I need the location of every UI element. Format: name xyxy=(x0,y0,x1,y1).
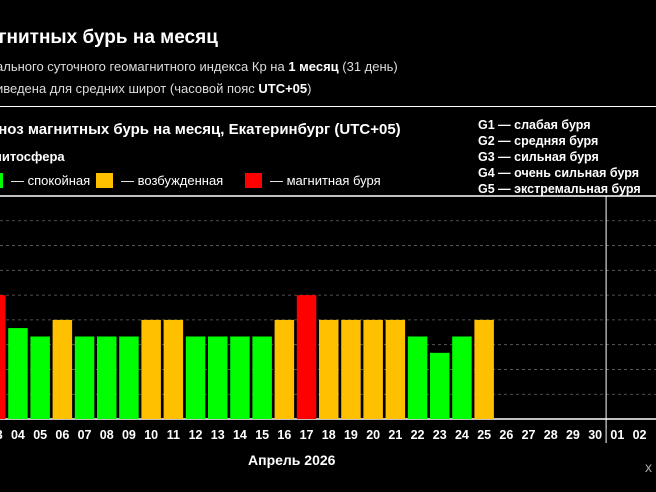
tick-label-25: 25 xyxy=(477,428,491,442)
legend-storm-swatch xyxy=(245,173,262,188)
storm-scale-legend: G1 — слабая буря G2 — средняя буря G3 — … xyxy=(478,117,641,197)
tick-label-11: 11 xyxy=(167,428,180,442)
tick-label-13: 13 xyxy=(211,428,225,442)
legend-storm-label: — магнитная буря xyxy=(270,173,381,188)
bar-17 xyxy=(296,295,317,419)
bar-23 xyxy=(430,352,450,419)
bar-09 xyxy=(119,336,139,419)
x-axis-label: Апрель 2026 xyxy=(248,452,336,468)
bar-20 xyxy=(363,319,383,419)
bar-18 xyxy=(319,319,339,419)
tick-label-24: 24 xyxy=(455,428,469,442)
bar-12 xyxy=(185,336,206,419)
legend-quiet-label: — спокойная xyxy=(11,173,91,188)
bar-24 xyxy=(452,336,472,419)
bar-16 xyxy=(274,319,295,419)
tick-label-12: 12 xyxy=(189,428,203,442)
page-title: агнитных бурь на месяц xyxy=(0,27,218,48)
tick-label-27: 27 xyxy=(522,428,536,442)
tick-label-17: 17 xyxy=(300,428,314,442)
subtitle: ального суточного геомагнитного индекса … xyxy=(0,59,398,74)
bar-15 xyxy=(252,336,272,419)
bar-21 xyxy=(385,319,406,419)
storm-scale-g1: G1 — слабая буря xyxy=(478,118,591,132)
tick-label-16: 16 xyxy=(277,428,291,442)
tick-label-22: 22 xyxy=(411,428,425,442)
bar-03 xyxy=(0,295,6,419)
bar-04 xyxy=(8,328,28,419)
bar-14 xyxy=(230,336,250,419)
legend-quiet-swatch xyxy=(0,173,3,188)
tick-label-28: 28 xyxy=(544,428,558,442)
bar-06 xyxy=(52,319,73,419)
watermark: x xyxy=(645,459,652,475)
bar-05 xyxy=(30,336,50,419)
legend-active: — возбужденная xyxy=(96,173,223,188)
tick-label-29: 29 xyxy=(566,428,580,442)
tick-label-14: 14 xyxy=(233,428,247,442)
bar-10 xyxy=(141,319,161,419)
storm-scale-g2: G2 — средняя буря xyxy=(478,134,599,148)
bar-11 xyxy=(163,319,184,419)
legend-active-label: — возбужденная xyxy=(121,173,224,188)
timezone-note: иведена для средних широт (часовой пояс … xyxy=(0,81,312,96)
legend-active-swatch xyxy=(96,173,113,188)
magnetosphere-label: нитосфера xyxy=(0,149,65,164)
tick-label-15: 15 xyxy=(255,428,269,442)
legend-quiet: — спокойная xyxy=(0,173,90,188)
bar-07 xyxy=(74,336,95,419)
tick-label-03: 03 xyxy=(0,428,3,442)
bar-13 xyxy=(208,336,228,419)
tick-label-23: 23 xyxy=(433,428,447,442)
bar-19 xyxy=(341,319,361,419)
tick-label-01: 01 xyxy=(610,428,624,442)
tick-label-05: 05 xyxy=(33,428,47,442)
tick-label-30: 30 xyxy=(588,428,602,442)
bar-08 xyxy=(97,336,117,419)
bar-22 xyxy=(407,336,428,419)
chart-title: гноз магнитных бурь на месяц, Екатеринбу… xyxy=(0,121,401,138)
tick-label-10: 10 xyxy=(144,428,158,442)
bar-25 xyxy=(474,319,494,419)
tick-label-08: 08 xyxy=(100,428,114,442)
tick-label-19: 19 xyxy=(344,428,358,442)
tick-label-09: 09 xyxy=(122,428,136,442)
tick-label-20: 20 xyxy=(366,428,380,442)
storm-scale-g3: G3 — сильная буря xyxy=(478,150,599,164)
tick-label-26: 26 xyxy=(499,428,513,442)
storm-scale-g5: G5 — экстремальная буря xyxy=(478,182,641,196)
storm-scale-g4: G4 — очень сильная буря xyxy=(478,166,639,180)
tick-label-04: 04 xyxy=(11,428,25,442)
tick-label-07: 07 xyxy=(78,428,92,442)
tick-label-21: 21 xyxy=(388,428,402,442)
legend-storm: — магнитная буря xyxy=(245,173,381,188)
tick-label-06: 06 xyxy=(55,428,69,442)
tick-label-02: 02 xyxy=(633,428,647,442)
tick-label-18: 18 xyxy=(322,428,336,442)
divider xyxy=(0,106,656,107)
